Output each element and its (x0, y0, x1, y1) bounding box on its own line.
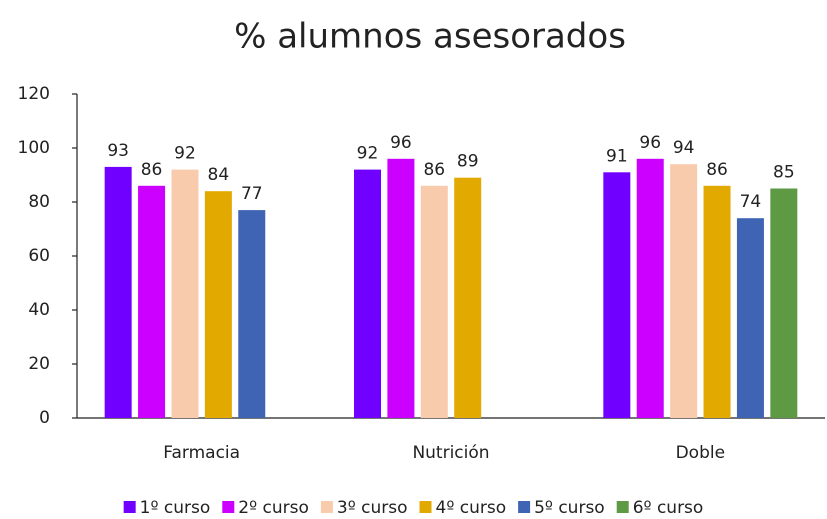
x-tick-label: Doble (676, 443, 725, 463)
bar (420, 185, 448, 418)
data-label: 86 (706, 160, 728, 180)
y-tick-label: 0 (39, 408, 50, 428)
legend-label: 2º curso (238, 498, 309, 518)
y-tick-label: 40 (28, 300, 50, 320)
x-tick-label: Nutrición (412, 443, 489, 463)
data-label: 85 (773, 163, 795, 183)
legend-swatch (320, 501, 333, 513)
legend-label: 5º curso (534, 498, 605, 518)
data-label: 96 (390, 133, 412, 153)
bar (238, 210, 266, 418)
legend-label: 6º curso (633, 498, 704, 518)
x-tick-label: Farmacia (163, 443, 240, 463)
data-label: 96 (639, 133, 661, 153)
data-label: 91 (606, 146, 628, 166)
data-label: 77 (241, 184, 263, 204)
legend-label: 4º curso (436, 498, 507, 518)
chart-title: % alumnos asesorados (234, 17, 626, 57)
bar (354, 169, 381, 418)
legend-label: 1º curso (140, 498, 211, 518)
data-label: 86 (141, 160, 163, 180)
bar (703, 185, 731, 418)
bar (636, 158, 664, 419)
bar (138, 185, 166, 418)
data-label: 94 (673, 138, 695, 158)
data-label: 92 (174, 144, 196, 164)
data-label: 86 (423, 160, 445, 180)
legend-swatch (123, 501, 136, 513)
bar (171, 169, 199, 418)
bar (770, 188, 798, 418)
data-label: 93 (107, 141, 129, 161)
legend-label: 3º curso (337, 498, 408, 518)
bar (603, 172, 631, 418)
bar (104, 166, 132, 418)
legend-swatch (419, 501, 432, 513)
bar (204, 191, 232, 418)
legend-swatch (616, 501, 629, 513)
data-label: 92 (357, 144, 379, 164)
y-tick-label: 80 (28, 192, 50, 212)
y-tick-label: 60 (28, 246, 50, 266)
legend-swatch (518, 501, 531, 513)
bar (736, 218, 764, 418)
data-label: 89 (457, 152, 479, 172)
y-tick-label: 100 (18, 138, 50, 158)
bar (387, 158, 415, 419)
bar (454, 177, 482, 418)
bar (670, 164, 698, 418)
data-label: 84 (208, 165, 230, 185)
legend-swatch (222, 501, 235, 513)
data-label: 74 (740, 192, 762, 212)
y-tick-label: 20 (28, 354, 50, 374)
y-tick-label: 120 (18, 84, 50, 104)
